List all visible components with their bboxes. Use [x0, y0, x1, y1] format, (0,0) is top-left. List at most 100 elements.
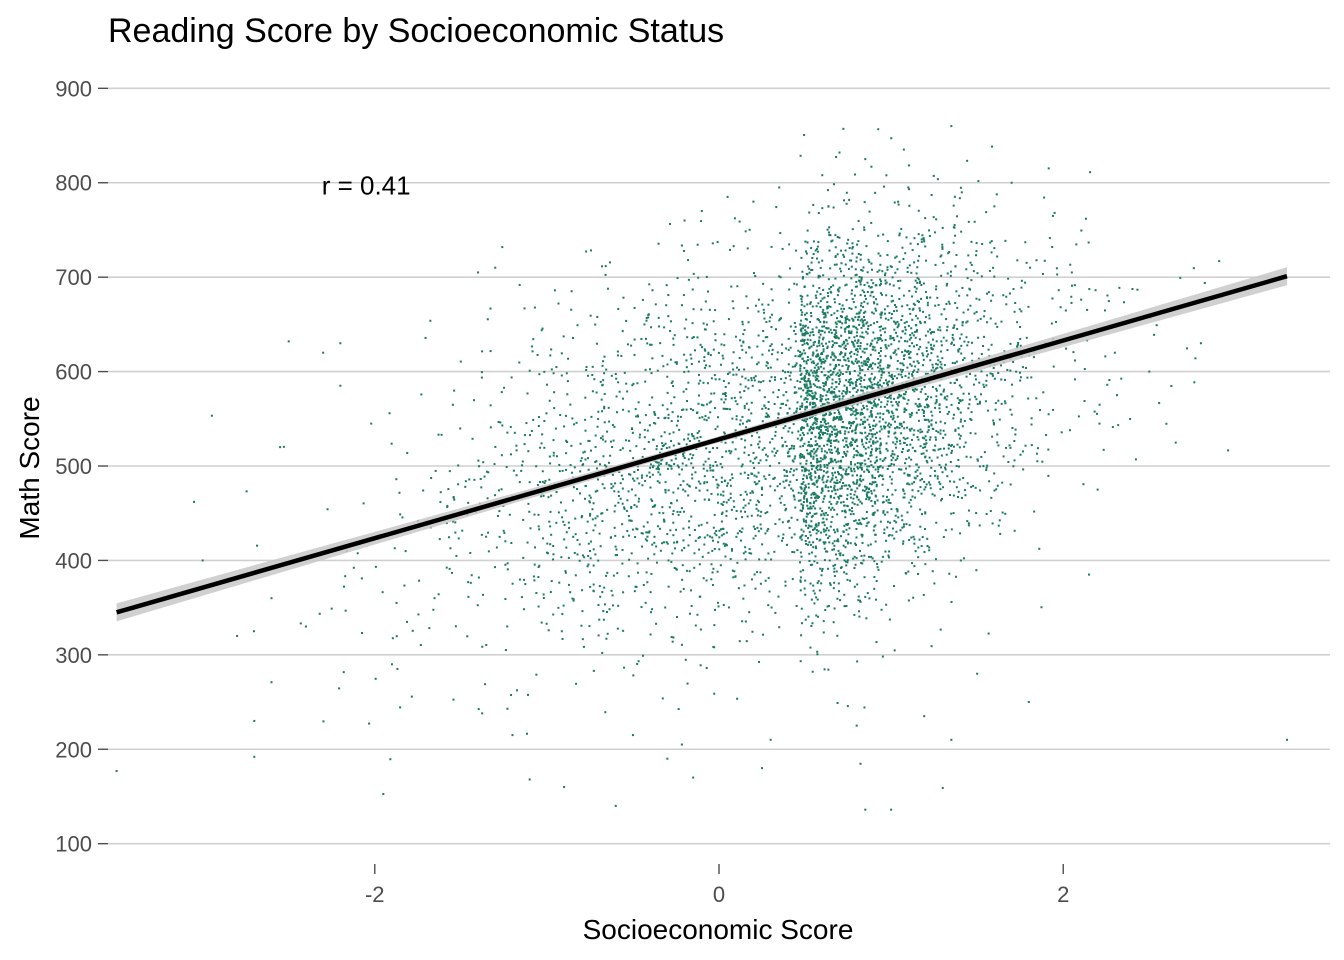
data-point: [823, 530, 826, 533]
data-point: [667, 489, 670, 492]
data-point: [654, 303, 657, 306]
data-point: [935, 340, 938, 343]
data-point: [912, 302, 915, 305]
data-point: [824, 425, 827, 428]
data-point: [861, 331, 864, 334]
data-point: [892, 417, 895, 420]
data-point: [662, 444, 665, 447]
data-point: [885, 347, 888, 350]
data-point: [796, 518, 799, 521]
data-point: [802, 477, 805, 480]
data-point: [971, 341, 974, 344]
data-point: [898, 340, 901, 343]
data-point: [603, 407, 606, 410]
data-point: [870, 279, 873, 282]
data-point: [750, 356, 753, 359]
data-point: [810, 268, 813, 271]
data-point: [810, 478, 813, 481]
data-point: [750, 552, 753, 555]
data-point: [938, 326, 941, 329]
data-point: [846, 559, 849, 562]
data-point: [970, 419, 973, 422]
data-point: [530, 345, 533, 348]
data-point: [713, 646, 716, 649]
data-point: [817, 276, 820, 279]
data-point: [839, 345, 842, 348]
data-point: [894, 431, 897, 434]
data-point: [625, 382, 628, 385]
data-point: [734, 429, 737, 432]
data-point: [703, 482, 706, 485]
data-point: [818, 427, 821, 430]
data-point: [503, 531, 506, 534]
data-point: [774, 430, 777, 433]
data-point: [740, 344, 743, 347]
data-point: [804, 240, 807, 243]
data-point: [658, 511, 661, 514]
data-point: [925, 439, 928, 442]
data-point: [948, 480, 951, 483]
data-point: [529, 527, 532, 530]
data-point: [718, 529, 721, 532]
data-point: [816, 420, 819, 423]
data-point: [689, 353, 692, 356]
data-point: [935, 288, 938, 291]
data-point: [840, 501, 843, 504]
data-point: [862, 319, 865, 322]
data-point: [801, 344, 804, 347]
data-point: [676, 616, 679, 619]
data-point: [506, 707, 509, 710]
data-point: [888, 534, 891, 537]
data-point: [744, 490, 747, 493]
data-point: [787, 348, 790, 351]
data-point: [789, 346, 792, 349]
data-point: [582, 645, 585, 648]
data-point: [874, 433, 877, 436]
data-point: [809, 331, 812, 334]
data-point: [781, 445, 784, 448]
data-point: [832, 428, 835, 431]
data-point: [856, 243, 859, 246]
data-point: [806, 303, 809, 306]
data-point: [917, 233, 920, 236]
data-point: [973, 312, 976, 315]
data-point: [944, 433, 947, 436]
data-point: [857, 451, 860, 454]
data-point: [941, 357, 944, 360]
data-point: [641, 484, 644, 487]
data-point: [772, 391, 775, 394]
data-point: [682, 408, 685, 411]
data-point: [807, 527, 810, 530]
data-point: [829, 305, 832, 308]
data-point: [836, 557, 839, 560]
data-point: [1084, 217, 1087, 220]
data-point: [641, 298, 644, 301]
data-point: [818, 339, 821, 342]
data-point: [833, 508, 836, 511]
data-point: [875, 579, 878, 582]
data-point: [859, 341, 862, 344]
data-point: [840, 478, 843, 481]
data-point: [548, 520, 551, 523]
data-point: [922, 364, 925, 367]
data-point: [916, 276, 919, 279]
data-point: [998, 418, 1001, 421]
data-point: [688, 570, 691, 573]
data-point: [851, 242, 854, 245]
data-point: [770, 606, 773, 609]
data-point: [685, 318, 688, 321]
data-point: [653, 421, 656, 424]
data-point: [599, 437, 602, 440]
data-point: [930, 396, 933, 399]
data-point: [589, 249, 592, 252]
data-point: [823, 465, 826, 468]
data-point: [709, 411, 712, 414]
data-point: [802, 481, 805, 484]
data-point: [497, 420, 500, 423]
data-point: [941, 471, 944, 474]
data-point: [938, 463, 941, 466]
data-point: [681, 409, 684, 412]
data-point: [896, 415, 899, 418]
data-point: [469, 581, 472, 584]
data-point: [855, 334, 858, 337]
